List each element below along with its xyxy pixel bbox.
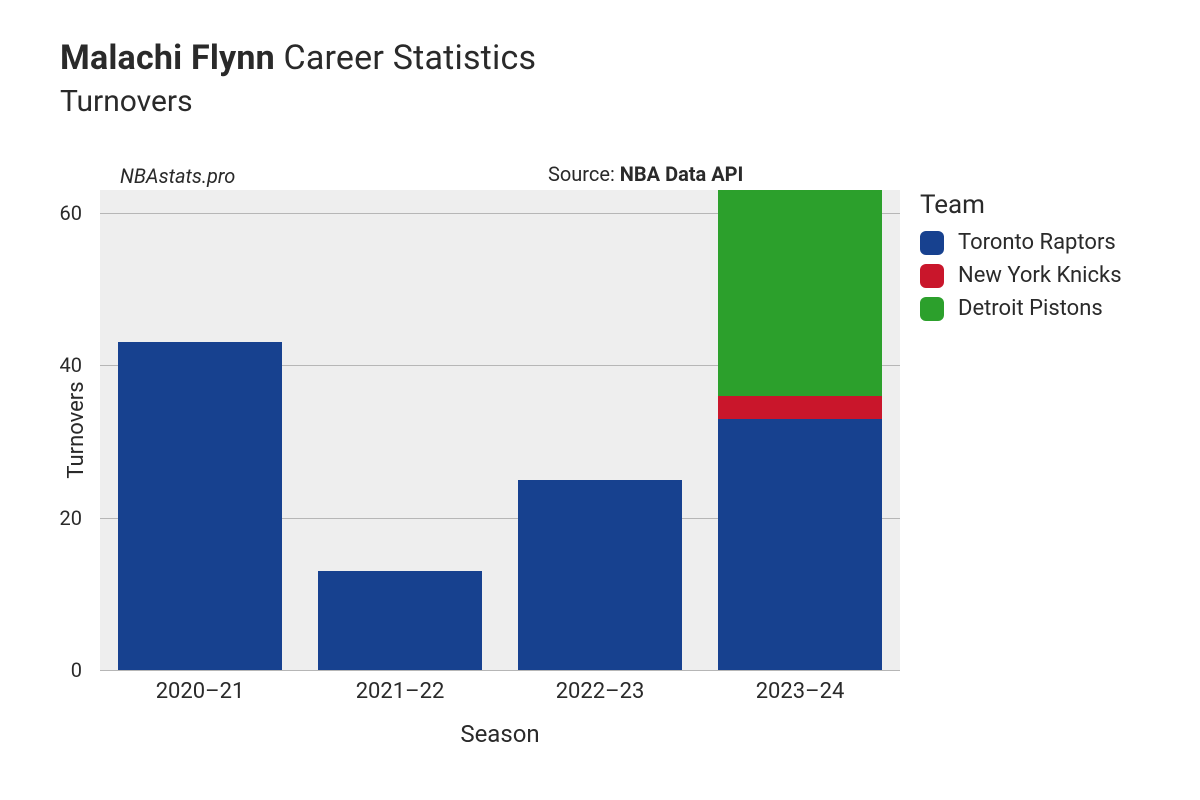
x-tick-label: 2022–23	[556, 679, 645, 704]
bar-segment	[718, 419, 882, 670]
y-tick-label: 0	[71, 658, 82, 682]
title-rest: Career Statistics	[284, 38, 537, 78]
legend-item: Toronto Raptors	[920, 230, 1180, 255]
x-tick-label: 2021–22	[356, 679, 445, 704]
x-tick-label: 2023–24	[756, 679, 845, 704]
chart-title-block: Malachi Flynn Career Statistics Turnover…	[60, 38, 536, 119]
legend-title: Team	[920, 190, 1180, 220]
y-tick-label: 40	[60, 353, 82, 377]
source-prefix: Source:	[548, 162, 620, 186]
legend-swatch	[920, 297, 944, 321]
legend-item: Detroit Pistons	[920, 296, 1180, 321]
title-player-name: Malachi Flynn	[60, 38, 275, 78]
bar-group	[318, 571, 482, 670]
legend-label: Detroit Pistons	[958, 296, 1103, 321]
chart-plot-area: Turnovers Season 02040602020–212021–2220…	[100, 190, 900, 670]
page-root: Malachi Flynn Career Statistics Turnover…	[0, 0, 1200, 800]
legend-swatch	[920, 264, 944, 288]
bar-group	[718, 190, 882, 670]
source-annotation: Source: NBA Data API	[548, 162, 743, 186]
bar-group	[518, 480, 682, 670]
legend-label: New York Knicks	[958, 263, 1122, 288]
legend-swatch	[920, 231, 944, 255]
legend: Team Toronto Raptors New York Knicks Detro…	[920, 190, 1180, 329]
bar-segment	[518, 480, 682, 670]
x-tick-label: 2020–21	[156, 679, 245, 704]
bar-segment	[718, 190, 882, 396]
y-tick-label: 20	[60, 506, 82, 530]
gridline	[100, 670, 900, 671]
legend-label: Toronto Raptors	[958, 230, 1116, 255]
bar-segment	[718, 396, 882, 419]
legend-item: New York Knicks	[920, 263, 1180, 288]
chart-subtitle: Turnovers	[60, 84, 536, 119]
watermark-site: NBAstats.pro	[120, 164, 235, 188]
chart-title-line1: Malachi Flynn Career Statistics	[60, 38, 536, 78]
bar-segment	[118, 342, 282, 670]
source-name: NBA Data API	[620, 162, 744, 186]
bar-group	[118, 342, 282, 670]
x-axis-title: Season	[460, 720, 539, 748]
bar-segment	[318, 571, 482, 670]
y-tick-label: 60	[60, 201, 82, 225]
y-axis-title: Turnovers	[64, 381, 89, 478]
